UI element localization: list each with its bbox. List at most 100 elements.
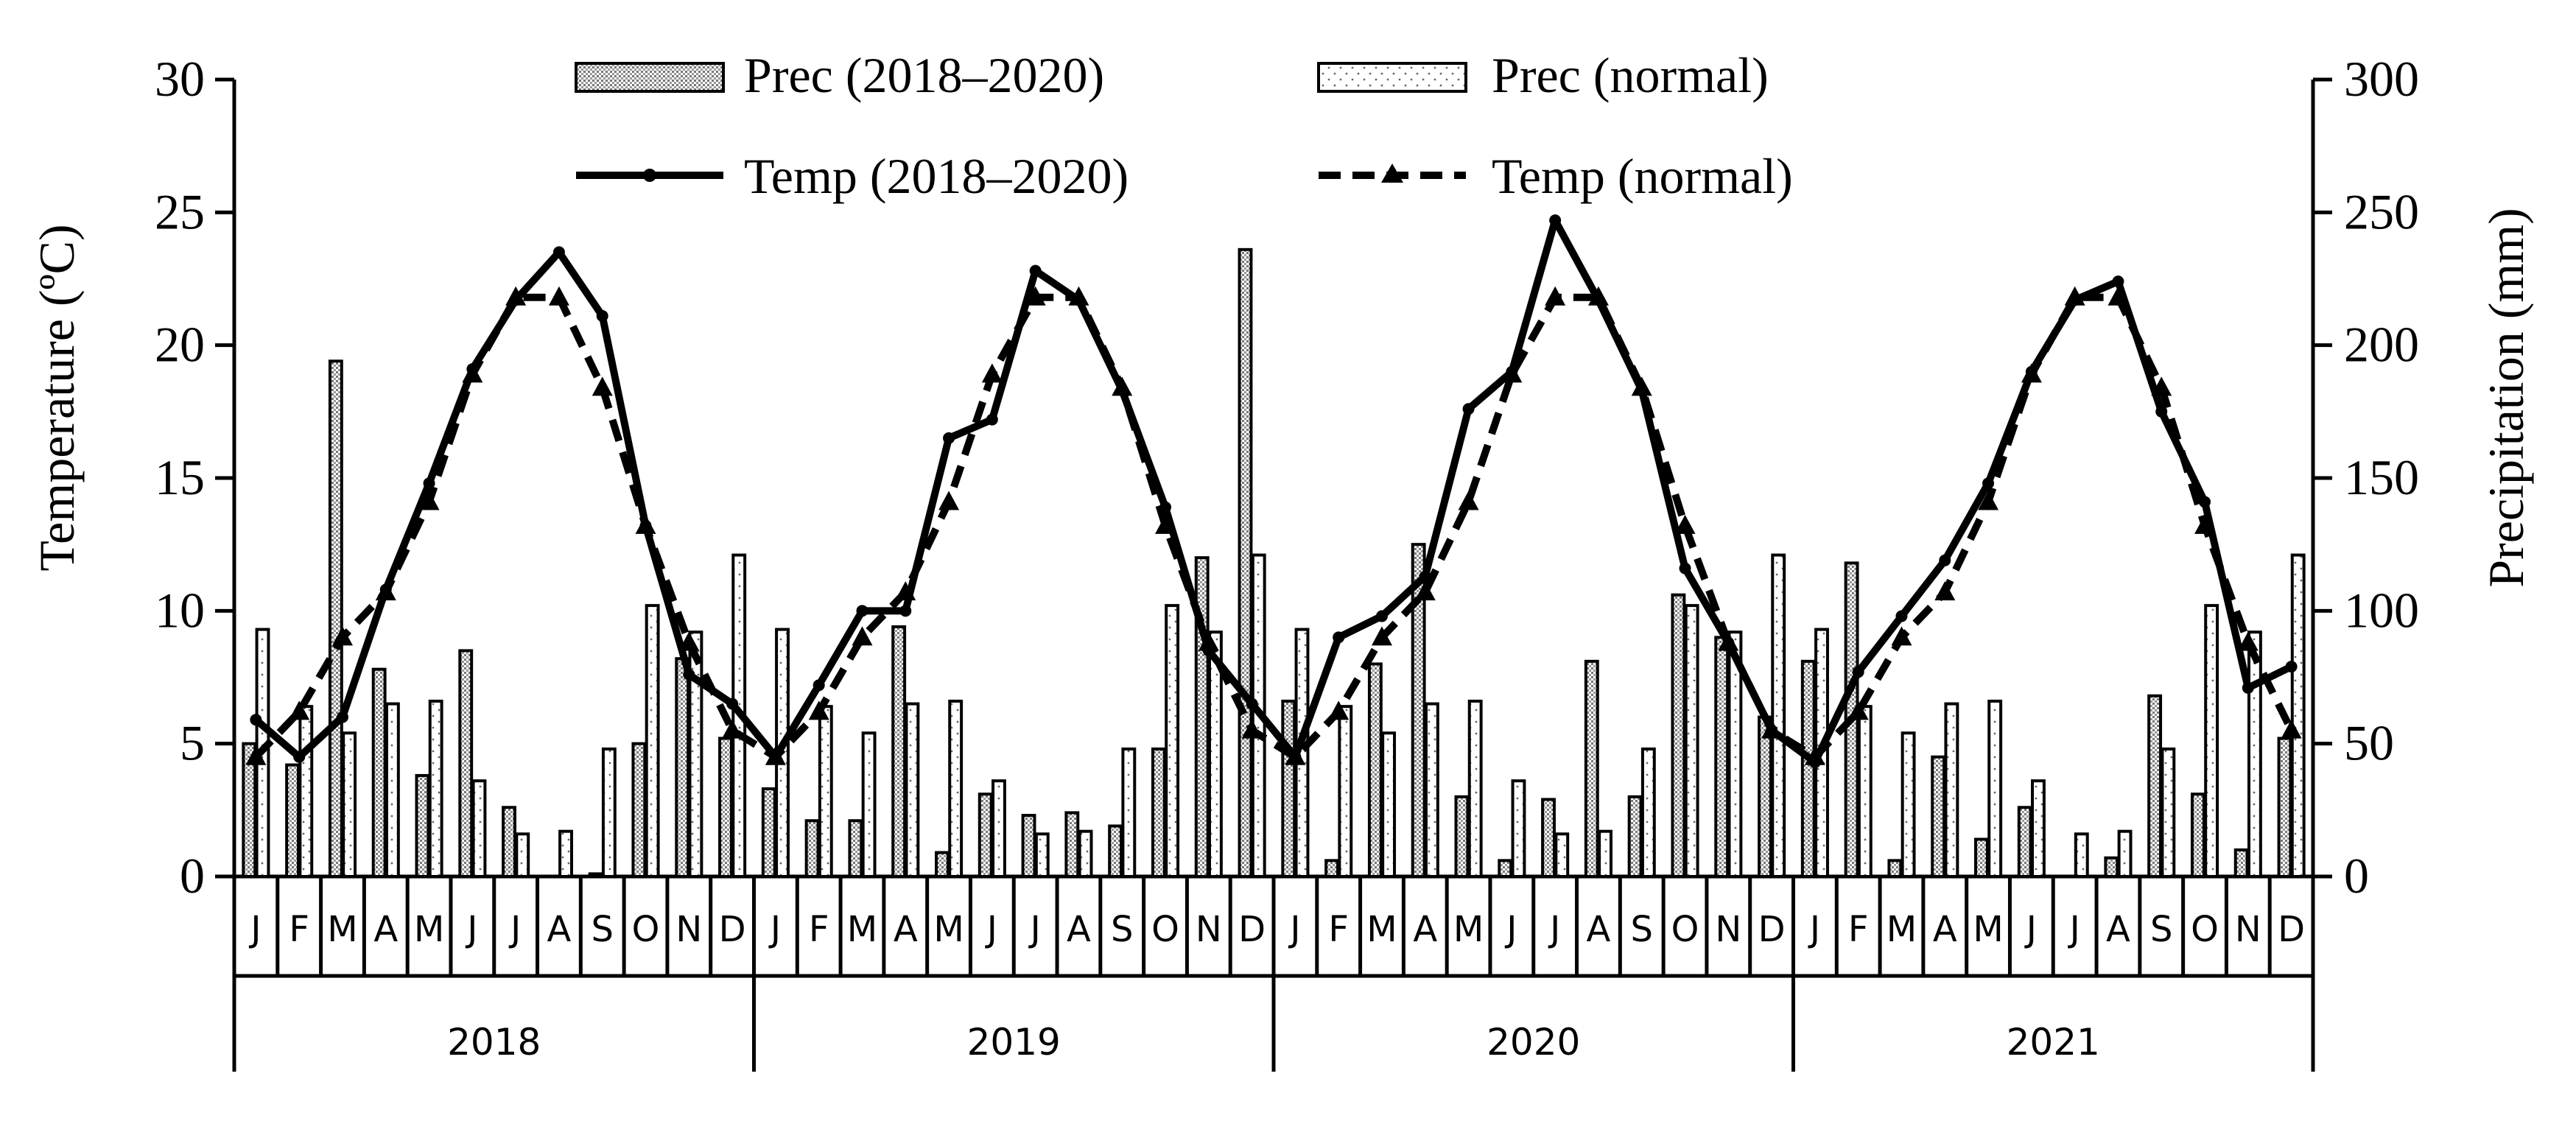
y-left-tick-label: 30 <box>155 51 205 107</box>
bar-prec-normal <box>1684 604 1699 878</box>
bar-prec-normal <box>1554 832 1570 878</box>
marker-temp-normal <box>852 626 873 646</box>
bar-prec-observed <box>1454 795 1470 879</box>
marker-temp-normal <box>1978 491 1999 510</box>
month-tick-label: N <box>1715 909 1741 950</box>
bar-prec-normal <box>601 747 617 878</box>
bar-prec-observed <box>1411 543 1426 879</box>
bar-prec-normal <box>2247 630 2262 878</box>
legend-label-temp-observed: Temp (2018–2020) <box>744 148 1129 204</box>
month-tick-label: N <box>2235 909 2261 950</box>
marker-temp-normal <box>1371 626 1392 646</box>
bar-prec-normal <box>1338 705 1353 878</box>
month-tick-label: J <box>2068 909 2080 950</box>
bar-prec-normal <box>1078 829 1093 878</box>
marker-temp-observed <box>466 363 479 376</box>
y-right-tick-label: 250 <box>2344 183 2419 239</box>
marker-temp-observed <box>423 477 435 490</box>
marker-temp-observed <box>596 309 608 322</box>
marker-temp-observed <box>250 714 262 726</box>
bar-prec-normal <box>948 699 964 879</box>
bar-prec-normal <box>1944 702 1959 878</box>
marker-temp-observed <box>1462 403 1475 415</box>
bar-prec-observed <box>458 649 474 879</box>
bar-prec-observed <box>2017 806 2032 879</box>
bar-prec-observed <box>718 737 733 878</box>
bar-prec-normal <box>1511 779 1526 879</box>
year-tick-label: 2018 <box>447 1021 541 1064</box>
bar-prec-observed <box>1498 859 1513 878</box>
month-tick-label: D <box>1238 909 1266 950</box>
marker-temp-normal <box>808 700 829 720</box>
bar-prec-normal <box>558 829 573 878</box>
marker-temp-observed <box>1159 501 1172 513</box>
bar-prec-observed <box>1064 811 1080 878</box>
bar-prec-normal <box>2161 747 2176 878</box>
bar-prec-observed <box>1541 798 1556 878</box>
month-tick-label: M <box>414 909 444 950</box>
bar-prec-observed <box>978 793 993 879</box>
marker-temp-normal <box>981 363 1003 383</box>
month-tick-label: O <box>1671 909 1699 950</box>
marker-temp-observed <box>1939 554 1951 566</box>
y-left-tick-label: 20 <box>155 317 205 373</box>
marker-temp-observed <box>2199 496 2211 508</box>
bar-prec-normal <box>645 604 660 878</box>
month-tick-label: N <box>675 909 702 950</box>
month-tick-label: M <box>327 909 357 950</box>
month-tick-label: O <box>632 909 660 950</box>
marker-temp-observed <box>1073 294 1085 306</box>
bar-prec-normal <box>2031 779 2046 879</box>
marker-temp-normal <box>289 700 310 720</box>
bar-prec-observed <box>1931 755 1946 878</box>
y-right-tick-label: 200 <box>2344 317 2419 373</box>
marker-temp-normal <box>1847 700 1869 720</box>
legend-marker-temp-observed <box>643 169 656 182</box>
marker-temp-observed <box>1722 636 1735 649</box>
month-tick-label: F <box>809 909 829 950</box>
marker-temp-normal <box>1414 581 1436 601</box>
marker-temp-normal <box>1241 719 1263 739</box>
bar-prec-normal <box>1901 731 1916 878</box>
month-tick-label: J <box>465 909 477 950</box>
month-tick-label: A <box>894 909 918 950</box>
bar-prec-normal <box>1165 604 1180 878</box>
legend-label-temp-normal: Temp (normal) <box>1492 148 1793 204</box>
marker-temp-observed <box>2242 681 2254 694</box>
bar-prec-observed <box>285 763 301 879</box>
bar-prec-observed <box>1800 659 1816 878</box>
marker-temp-normal <box>2237 631 2259 651</box>
month-tick-label: A <box>1067 909 1091 950</box>
marker-temp-observed <box>2068 294 2081 306</box>
bar-prec-normal <box>2204 604 2219 878</box>
marker-temp-observed <box>1289 751 1302 763</box>
bar-prec-observed <box>891 625 907 878</box>
marker-temp-observed <box>2155 405 2168 418</box>
month-tick-label: F <box>289 909 309 950</box>
month-tick-label: A <box>1413 909 1437 950</box>
bar-prec-observed <box>935 851 950 879</box>
marker-temp-normal <box>1458 491 1479 510</box>
marker-temp-observed <box>1333 631 1345 644</box>
month-tick-label: A <box>373 909 398 950</box>
month-tick-label: S <box>591 909 613 950</box>
legend-label-prec-normal: Prec (normal) <box>1492 47 1769 103</box>
marker-temp-observed <box>510 294 522 306</box>
month-tick-label: A <box>1587 909 1611 950</box>
bar-prec-normal <box>2117 829 2133 878</box>
legend-swatch-prec-observed <box>575 62 725 93</box>
month-tick-label: M <box>847 909 877 950</box>
marker-temp-observed <box>1246 697 1258 710</box>
year-tick-label: 2020 <box>1487 1021 1580 1064</box>
marker-temp-observed <box>813 679 825 692</box>
bar-prec-normal <box>1987 699 2003 879</box>
bar-prec-normal <box>2074 832 2089 878</box>
marker-temp-observed <box>336 711 348 723</box>
marker-temp-observed <box>1635 384 1648 396</box>
month-tick-label: J <box>1808 909 1820 950</box>
bar-prec-normal <box>905 702 920 878</box>
bar-prec-observed <box>1714 636 1730 879</box>
bar-prec-observed <box>2147 694 2163 878</box>
